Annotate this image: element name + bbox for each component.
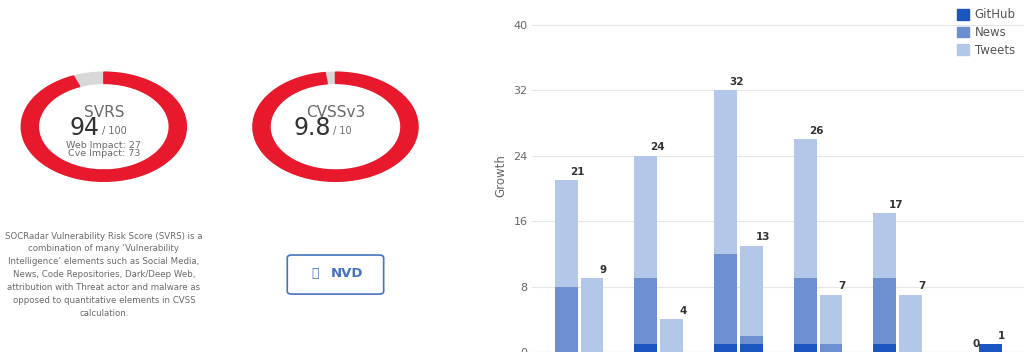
Text: SVRS: SVRS <box>84 105 124 120</box>
Text: 21: 21 <box>570 167 585 177</box>
Bar <box>873 278 896 344</box>
Bar <box>660 319 683 352</box>
Bar <box>873 213 896 278</box>
Text: 9.8: 9.8 <box>294 117 331 140</box>
Text: 0: 0 <box>972 339 980 349</box>
Bar <box>873 344 896 352</box>
Bar <box>794 278 816 344</box>
Bar <box>819 344 843 352</box>
Text: 7: 7 <box>839 281 846 291</box>
Bar <box>635 156 657 278</box>
Text: NVD: NVD <box>331 268 364 280</box>
FancyBboxPatch shape <box>288 255 384 294</box>
Text: 13: 13 <box>756 232 770 242</box>
Text: / 100: / 100 <box>101 126 126 136</box>
Bar <box>714 90 737 254</box>
Text: 1: 1 <box>998 331 1006 340</box>
Bar <box>899 295 922 352</box>
Wedge shape <box>22 72 186 181</box>
Bar <box>979 344 1001 352</box>
Text: 24: 24 <box>650 142 665 152</box>
Text: / 10: / 10 <box>334 126 352 136</box>
Bar <box>635 344 657 352</box>
Wedge shape <box>253 72 418 181</box>
Bar <box>714 344 737 352</box>
Text: CVSSv3: CVSSv3 <box>306 105 366 120</box>
Text: SOCRadar Vulnerability Risk Score (SVRS) is a
combination of many ‘Vulnerability: SOCRadar Vulnerability Risk Score (SVRS)… <box>5 232 203 318</box>
Bar <box>740 344 763 352</box>
Y-axis label: Growth: Growth <box>495 155 508 197</box>
Bar <box>740 246 763 335</box>
Text: 94: 94 <box>70 117 99 140</box>
Text: 26: 26 <box>809 126 824 136</box>
Bar <box>635 278 657 344</box>
Text: 7: 7 <box>919 281 926 291</box>
Wedge shape <box>22 72 186 181</box>
Text: 17: 17 <box>889 200 903 209</box>
Text: Cve Impact: 73: Cve Impact: 73 <box>68 149 140 158</box>
Bar <box>794 344 816 352</box>
Wedge shape <box>253 72 418 181</box>
Bar <box>555 287 578 352</box>
Text: 4: 4 <box>679 306 687 316</box>
Bar <box>714 254 737 344</box>
Bar <box>581 278 603 352</box>
Text: Web Impact: 27: Web Impact: 27 <box>67 140 141 150</box>
Bar <box>794 139 816 278</box>
Text: 32: 32 <box>730 77 744 87</box>
Legend: GitHub, News, Tweets: GitHub, News, Tweets <box>952 4 1021 62</box>
Bar <box>555 180 578 287</box>
Bar <box>740 335 763 344</box>
Text: 9: 9 <box>600 265 607 275</box>
Bar <box>819 295 843 344</box>
Text: ⧉: ⧉ <box>311 268 319 280</box>
